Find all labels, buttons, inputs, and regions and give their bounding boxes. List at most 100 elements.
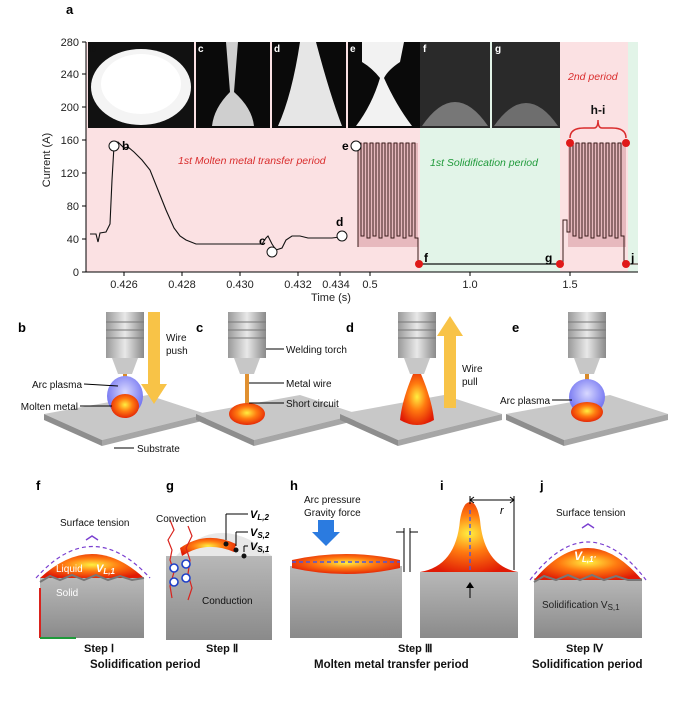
inset-g-letter: g xyxy=(495,44,501,55)
inset-e-letter: e xyxy=(350,44,356,55)
x-axis-label: Time (s) xyxy=(311,292,351,304)
current-trace-transfer xyxy=(90,141,341,251)
panel-e-label: e xyxy=(512,320,519,335)
marker-j xyxy=(622,260,630,268)
region-1-label: 1st Molten metal transfer period xyxy=(178,155,327,167)
x-tick-0434: 0.434 xyxy=(322,279,350,291)
y-tick-280: 280 xyxy=(61,37,79,49)
bracket-hi xyxy=(569,119,627,139)
short-circuit-label: Short circuit xyxy=(286,399,339,410)
panel-d-illustration xyxy=(340,312,502,446)
wire-pull-2: pull xyxy=(462,377,478,388)
panel-c-label: c xyxy=(196,320,203,335)
step-2-label: Step Ⅱ xyxy=(206,643,238,655)
marker-d xyxy=(336,230,348,242)
surface-tension-j: Surface tension xyxy=(556,508,626,519)
bracket-hi-label: h-i xyxy=(591,103,606,117)
panel-h-illustration xyxy=(290,520,418,638)
panel-b-label: b xyxy=(18,320,26,335)
panel-b-illustration xyxy=(44,312,206,446)
x-tick-0430: 0.430 xyxy=(226,279,254,291)
marker-f-label: f xyxy=(424,251,429,265)
y-tick-0: 0 xyxy=(73,267,79,279)
marker-e-label: e xyxy=(342,139,349,153)
inset-d-letter: d xyxy=(274,44,280,55)
region-2-label: 1st Solidification period xyxy=(430,157,539,169)
marker-c-label: c xyxy=(259,234,266,248)
panel-j-label: j xyxy=(539,478,544,493)
arc-plasma-leader xyxy=(83,383,119,387)
panel-f-label: f xyxy=(36,478,41,493)
step-1-label: Step Ⅰ xyxy=(84,643,114,655)
panel-e-illustration xyxy=(506,312,668,446)
marker-e xyxy=(350,140,362,152)
r-label: r xyxy=(500,505,505,517)
y-axis-label: Current (A) xyxy=(41,133,53,187)
marker-d-label: d xyxy=(336,215,343,229)
period-2-label: Molten metal transfer period xyxy=(314,659,469,671)
inset-f-letter: f xyxy=(423,44,427,55)
period-1-label: Solidification period xyxy=(90,659,201,671)
y-tick-160: 160 xyxy=(61,135,79,147)
surface-tension-f: Surface tension xyxy=(60,518,130,529)
step-4-label: Step Ⅳ xyxy=(566,643,604,655)
arc-plasma-label: Arc plasma xyxy=(32,380,82,391)
inset-c-letter: c xyxy=(198,44,204,55)
y-ticks xyxy=(82,41,86,273)
marker-i xyxy=(622,139,630,147)
inset-b-letter: b xyxy=(90,44,96,55)
x-tick-0426: 0.426 xyxy=(110,279,138,291)
v-l2-label: VL,2 xyxy=(250,509,269,522)
conduction-label: Conduction xyxy=(202,596,253,607)
panel-g-label: g xyxy=(166,478,174,493)
x-ticks xyxy=(123,272,571,276)
y-tick-200: 200 xyxy=(61,102,79,114)
marker-c xyxy=(266,246,278,258)
arc-plasma-e-label: Arc plasma xyxy=(500,396,550,407)
region-end-bg xyxy=(628,42,638,272)
x-tick-0428: 0.428 xyxy=(168,279,196,291)
gravity-force-label: Gravity force xyxy=(304,508,361,519)
x-tick-10: 1.0 xyxy=(462,279,477,291)
v-l1-label: VL,1 xyxy=(96,563,115,576)
step-3-label: Step Ⅲ xyxy=(398,643,432,655)
panel-c-illustration xyxy=(196,312,358,446)
y-tick-120: 120 xyxy=(61,168,79,180)
period-3-label: Solidification period xyxy=(532,659,643,671)
marker-g-label: g xyxy=(545,251,552,265)
molten-metal-label: Molten metal xyxy=(21,402,78,413)
marker-g xyxy=(556,260,564,268)
x-tick-05: 0.5 xyxy=(362,279,377,291)
panel-f-illustration xyxy=(35,535,151,639)
y-tick-240: 240 xyxy=(61,69,79,81)
marker-b-label: b xyxy=(122,139,129,153)
solid-label: Solid xyxy=(56,588,78,599)
panel-a-label: a xyxy=(66,2,74,17)
welding-torch-label: Welding torch xyxy=(286,345,347,356)
x-tick-15: 1.5 xyxy=(562,279,577,291)
pulse-block-1 xyxy=(357,142,419,262)
substrate-label: Substrate xyxy=(137,444,180,455)
solidification-v-label: Solidification VS,1 xyxy=(542,600,620,612)
liquid-label: Liquid xyxy=(56,564,83,575)
wire-push-1: Wire xyxy=(166,333,187,344)
marker-j-label: j xyxy=(630,251,634,265)
v-s1-label: VS,1 xyxy=(250,541,270,554)
convection-label: Convection xyxy=(156,514,206,525)
panel-i-label: i xyxy=(440,478,444,493)
y-tick-80: 80 xyxy=(67,201,79,213)
panel-g-illustration xyxy=(166,519,272,640)
panel-j-illustration xyxy=(529,523,647,638)
x-tick-0432: 0.432 xyxy=(284,279,312,291)
panel-d-label: d xyxy=(346,320,354,335)
marker-b xyxy=(108,140,120,152)
panel-h-label: h xyxy=(290,478,298,493)
marker-h xyxy=(566,139,574,147)
marker-f xyxy=(415,260,423,268)
pulse-block-2 xyxy=(560,142,638,265)
wire-pull-1: Wire xyxy=(462,364,483,375)
wire-push-2: push xyxy=(166,346,188,357)
y-tick-40: 40 xyxy=(67,234,79,246)
metal-wire-label: Metal wire xyxy=(286,379,332,390)
